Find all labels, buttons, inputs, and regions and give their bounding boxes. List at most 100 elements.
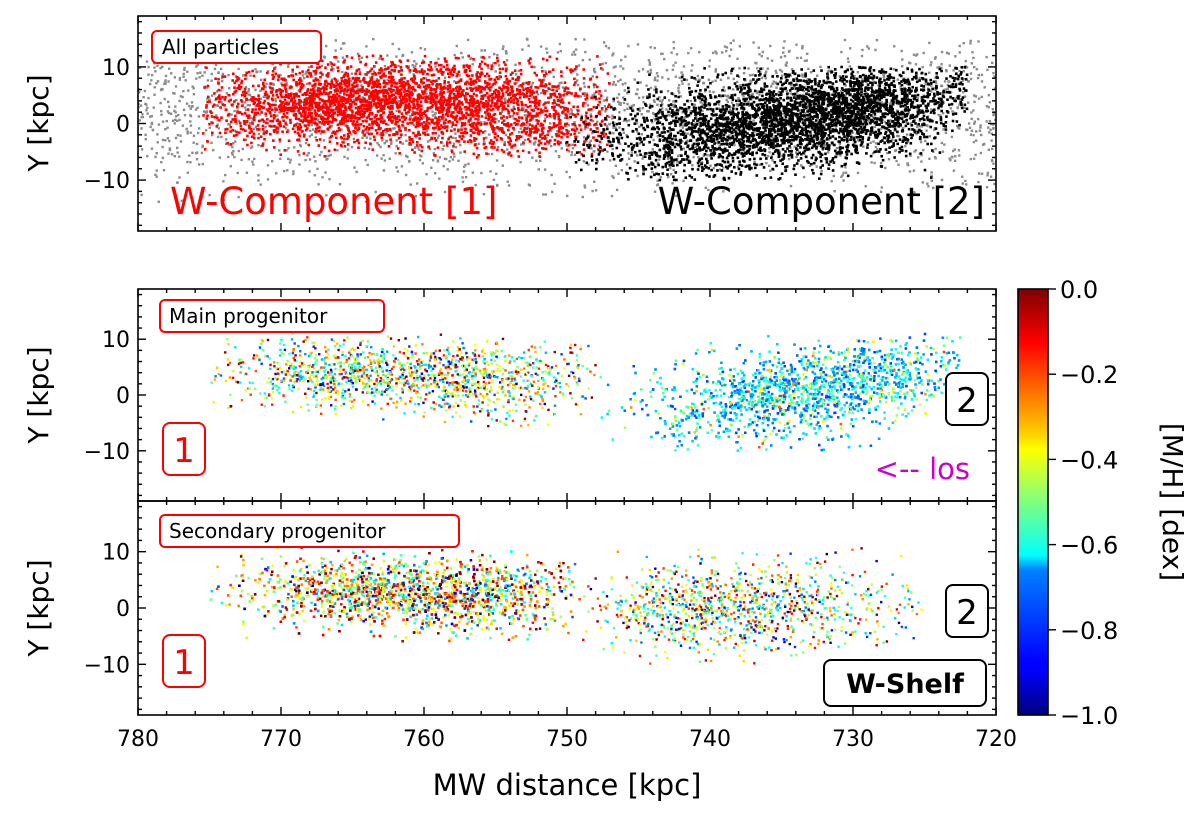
component-1-point	[421, 96, 425, 99]
all-particles-point	[192, 134, 196, 137]
component-1-point	[252, 132, 256, 136]
component-1-point	[363, 133, 367, 137]
component-1-point	[300, 82, 304, 86]
all-particles-point	[332, 67, 335, 71]
component-1-point	[377, 125, 381, 128]
all-particles-point	[545, 47, 548, 50]
component-1-point	[374, 61, 378, 64]
component-1-point	[324, 106, 327, 110]
all-particles-point	[316, 167, 319, 171]
all-particles-point	[364, 158, 367, 162]
all-particles-point	[328, 178, 331, 181]
component-1-point	[333, 95, 336, 98]
all-particles-point	[782, 51, 785, 54]
all-particles-point	[507, 184, 511, 187]
component-1-point	[291, 127, 295, 131]
component-1-point	[218, 118, 221, 122]
all-particles-point	[236, 111, 239, 115]
all-particles-point	[407, 65, 410, 68]
all-particles-point	[622, 119, 626, 122]
all-particles-point	[728, 138, 732, 141]
all-particles-point	[681, 140, 684, 143]
component-1-point	[308, 82, 311, 85]
component-1-point	[276, 95, 280, 99]
component-1-point	[351, 83, 354, 87]
all-particles-point	[973, 120, 977, 123]
all-particles-point	[155, 82, 158, 85]
all-particles-point	[184, 79, 187, 82]
component-1-point	[467, 101, 471, 105]
component-1-point	[415, 144, 419, 147]
component-1-point	[368, 81, 372, 85]
component-1-point	[434, 139, 438, 142]
all-particles-point	[914, 54, 918, 57]
component-1-point	[510, 96, 513, 100]
all-particles-point	[515, 73, 518, 76]
all-particles-point	[940, 84, 943, 88]
all-particles-point	[493, 97, 497, 101]
all-particles-point	[765, 161, 768, 165]
component-1-point	[304, 119, 307, 123]
all-particles-point	[159, 66, 162, 70]
component-1-point	[359, 60, 362, 64]
component-1-point	[497, 95, 501, 98]
component-1-point	[383, 104, 386, 108]
all-particles-point	[615, 188, 619, 192]
all-particles-point	[672, 64, 675, 67]
all-particles-point	[949, 107, 952, 110]
component-1-point	[460, 111, 463, 114]
component-1-point	[439, 103, 443, 107]
all-particles-point	[705, 99, 708, 102]
all-particles-point	[236, 171, 239, 175]
all-particles-point	[278, 111, 281, 114]
all-particles-point	[249, 146, 253, 150]
all-particles-point	[739, 84, 742, 87]
all-particles-point	[241, 147, 244, 151]
all-particles-point	[304, 72, 307, 75]
component-1-point	[521, 149, 525, 153]
component-1-point	[342, 115, 346, 118]
all-particles-point	[807, 102, 810, 105]
component-1-point	[364, 119, 367, 123]
all-particles-point	[756, 90, 760, 93]
component-1-point	[336, 123, 340, 127]
all-particles-point	[801, 47, 804, 50]
component-1-point	[485, 152, 488, 155]
all-particles-point	[150, 147, 154, 150]
all-particles-point	[920, 154, 923, 157]
component-1-point	[534, 148, 538, 152]
all-particles-point	[335, 109, 339, 112]
component-1-point	[350, 56, 354, 60]
all-particles-point	[558, 82, 561, 85]
component-1-point	[448, 105, 452, 109]
all-particles-point	[563, 116, 567, 120]
all-particles-point	[493, 52, 496, 56]
all-particles-point	[618, 111, 621, 114]
all-particles-point	[146, 106, 149, 109]
all-particles-point	[783, 40, 786, 43]
all-particles-point	[682, 179, 685, 183]
all-particles-point	[659, 175, 662, 179]
component-1-point	[365, 73, 368, 76]
all-particles-point	[591, 131, 594, 135]
component-1-point	[288, 108, 291, 112]
all-particles-point	[489, 170, 492, 173]
component-1-point	[505, 90, 508, 94]
all-particles-point	[777, 90, 780, 94]
all-particles-point	[758, 53, 761, 56]
component-1-point	[298, 126, 302, 129]
all-particles-point	[963, 77, 966, 81]
component-1-point	[247, 116, 250, 119]
component-1-point	[371, 121, 375, 124]
all-particles-point	[697, 155, 700, 159]
component-1-point	[564, 124, 567, 127]
all-particles-point	[651, 148, 654, 151]
all-particles-point	[667, 175, 670, 179]
all-particles-point	[192, 141, 195, 144]
all-particles-point	[257, 174, 260, 177]
all-particles-point	[442, 119, 445, 123]
component-1-point	[345, 81, 349, 85]
component-1-point	[371, 73, 374, 76]
component-1-point	[489, 86, 492, 89]
all-particles-point	[353, 166, 356, 169]
